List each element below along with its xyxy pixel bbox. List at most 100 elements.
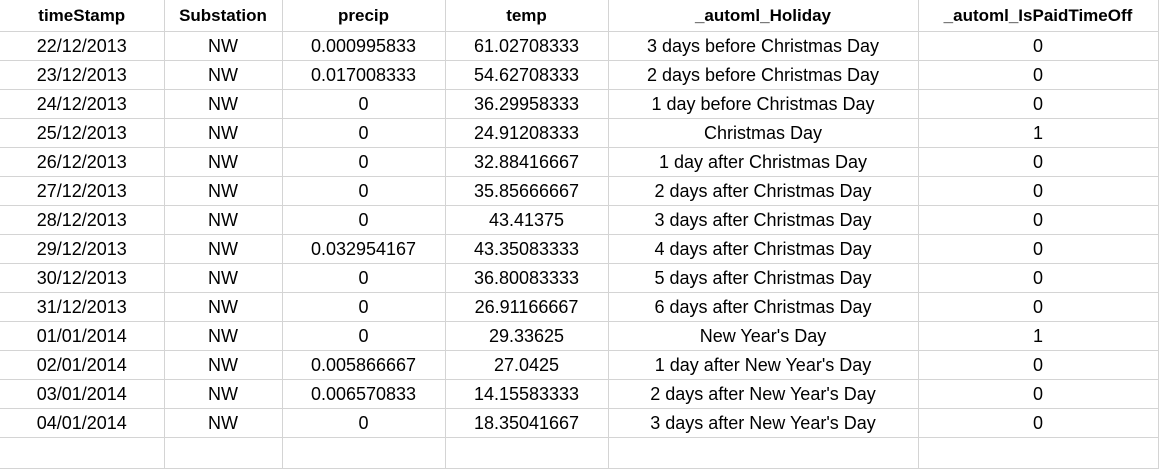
table-cell[interactable]: 24.91208333: [445, 118, 609, 148]
table-cell[interactable]: 18.35041667: [445, 408, 609, 438]
table-cell[interactable]: 28/12/2013: [0, 205, 165, 235]
header-cell[interactable]: Substation: [164, 0, 283, 32]
table-cell[interactable]: 0: [918, 263, 1159, 293]
table-row: 04/01/2014 NW 0 18.35041667 3 days after New…: [0, 408, 1159, 438]
table-cell[interactable]: 0: [918, 31, 1159, 61]
table-cell[interactable]: 22/12/2013: [0, 31, 165, 61]
table-cell[interactable]: 29.33625: [445, 321, 609, 351]
table-row: 24/12/2013 NW 0 36.29958333 1 day before Chr…: [0, 89, 1159, 119]
table-cell[interactable]: Christmas Day: [608, 118, 919, 148]
table-cell[interactable]: 3 days after Christmas Day: [608, 205, 919, 235]
table-cell[interactable]: 0: [918, 176, 1159, 206]
table-cell[interactable]: NW: [164, 234, 283, 264]
table-cell[interactable]: 0: [282, 89, 446, 119]
header-row: timeStamp Substation precip temp _automl_Hol…: [0, 0, 1159, 32]
table-cell[interactable]: NW: [164, 263, 283, 293]
table-cell[interactable]: 0.017008333: [282, 60, 446, 90]
table-cell[interactable]: NW: [164, 350, 283, 380]
table-cell[interactable]: 5 days after Christmas Day: [608, 263, 919, 293]
table-cell[interactable]: NW: [164, 147, 283, 177]
table-cell[interactable]: 0: [282, 292, 446, 322]
table-cell[interactable]: 0: [282, 118, 446, 148]
table-cell[interactable]: NW: [164, 31, 283, 61]
header-cell[interactable]: temp: [445, 0, 609, 32]
table-cell[interactable]: 0: [918, 60, 1159, 90]
table-cell[interactable]: 14.15583333: [445, 379, 609, 409]
table-cell[interactable]: 02/01/2014: [0, 350, 165, 380]
table-cell[interactable]: 25/12/2013: [0, 118, 165, 148]
table-cell[interactable]: 36.80083333: [445, 263, 609, 293]
table-cell[interactable]: 6 days after Christmas Day: [608, 292, 919, 322]
table-cell[interactable]: 1 day after Christmas Day: [608, 147, 919, 177]
table-cell[interactable]: 0: [282, 147, 446, 177]
table-cell[interactable]: 0: [282, 408, 446, 438]
table-cell[interactable]: 23/12/2013: [0, 60, 165, 90]
table-cell[interactable]: 27/12/2013: [0, 176, 165, 206]
table-cell[interactable]: 0: [918, 205, 1159, 235]
table-cell[interactable]: 29/12/2013: [0, 234, 165, 264]
empty-cell[interactable]: [608, 437, 919, 469]
table-cell[interactable]: 0: [918, 408, 1159, 438]
table-cell[interactable]: 1 day after New Year's Day: [608, 350, 919, 380]
table-cell[interactable]: NW: [164, 205, 283, 235]
empty-cell[interactable]: [918, 437, 1159, 469]
table-cell[interactable]: 2 days after Christmas Day: [608, 176, 919, 206]
table-cell[interactable]: 0: [282, 321, 446, 351]
table-cell[interactable]: 0.005866667: [282, 350, 446, 380]
table-cell[interactable]: NW: [164, 408, 283, 438]
table-cell[interactable]: 0.006570833: [282, 379, 446, 409]
table-cell[interactable]: 24/12/2013: [0, 89, 165, 119]
header-cell[interactable]: precip: [282, 0, 446, 32]
table-cell[interactable]: NW: [164, 292, 283, 322]
table-cell[interactable]: 36.29958333: [445, 89, 609, 119]
table-cell[interactable]: 0: [282, 176, 446, 206]
table-cell[interactable]: 27.0425: [445, 350, 609, 380]
table-cell[interactable]: 1: [918, 118, 1159, 148]
table-cell[interactable]: 35.85666667: [445, 176, 609, 206]
table-cell[interactable]: 0: [918, 379, 1159, 409]
table-cell[interactable]: 61.02708333: [445, 31, 609, 61]
table-cell[interactable]: 3 days after New Year's Day: [608, 408, 919, 438]
table-cell[interactable]: NW: [164, 321, 283, 351]
table-cell[interactable]: 43.41375: [445, 205, 609, 235]
table-cell[interactable]: 1: [918, 321, 1159, 351]
empty-cell[interactable]: [0, 437, 165, 469]
table-cell[interactable]: 26.91166667: [445, 292, 609, 322]
table-cell[interactable]: 43.35083333: [445, 234, 609, 264]
empty-cell[interactable]: [164, 437, 283, 469]
table-cell[interactable]: NW: [164, 89, 283, 119]
table-cell[interactable]: 32.88416667: [445, 147, 609, 177]
table-cell[interactable]: NW: [164, 118, 283, 148]
table-cell[interactable]: 0: [282, 205, 446, 235]
table-cell[interactable]: 0: [918, 292, 1159, 322]
table-cell[interactable]: NW: [164, 379, 283, 409]
table-cell[interactable]: 03/01/2014: [0, 379, 165, 409]
table-cell[interactable]: 3 days before Christmas Day: [608, 31, 919, 61]
header-cell[interactable]: _automl_IsPaidTimeOff: [918, 0, 1159, 32]
table-cell[interactable]: 0: [918, 350, 1159, 380]
table-cell[interactable]: 30/12/2013: [0, 263, 165, 293]
table-cell[interactable]: 0: [282, 263, 446, 293]
header-cell[interactable]: _automl_Holiday: [608, 0, 919, 32]
table-cell[interactable]: NW: [164, 176, 283, 206]
table-cell[interactable]: 04/01/2014: [0, 408, 165, 438]
table-cell[interactable]: 31/12/2013: [0, 292, 165, 322]
table-cell[interactable]: 0: [918, 89, 1159, 119]
empty-cell[interactable]: [282, 437, 446, 469]
table-cell[interactable]: 2 days before Christmas Day: [608, 60, 919, 90]
table-cell[interactable]: 2 days after New Year's Day: [608, 379, 919, 409]
table-cell[interactable]: 0: [918, 234, 1159, 264]
table-cell[interactable]: New Year's Day: [608, 321, 919, 351]
table-cell[interactable]: 26/12/2013: [0, 147, 165, 177]
table-cell[interactable]: 4 days after Christmas Day: [608, 234, 919, 264]
empty-cell[interactable]: [445, 437, 609, 469]
table-cell[interactable]: 0.032954167: [282, 234, 446, 264]
header-cell[interactable]: timeStamp: [0, 0, 165, 32]
table-cell[interactable]: NW: [164, 60, 283, 90]
table-cell[interactable]: 01/01/2014: [0, 321, 165, 351]
table-cell[interactable]: 0.000995833: [282, 31, 446, 61]
table-cell[interactable]: 1 day before Christmas Day: [608, 89, 919, 119]
table-cell[interactable]: 54.62708333: [445, 60, 609, 90]
table-cell[interactable]: 0: [918, 147, 1159, 177]
